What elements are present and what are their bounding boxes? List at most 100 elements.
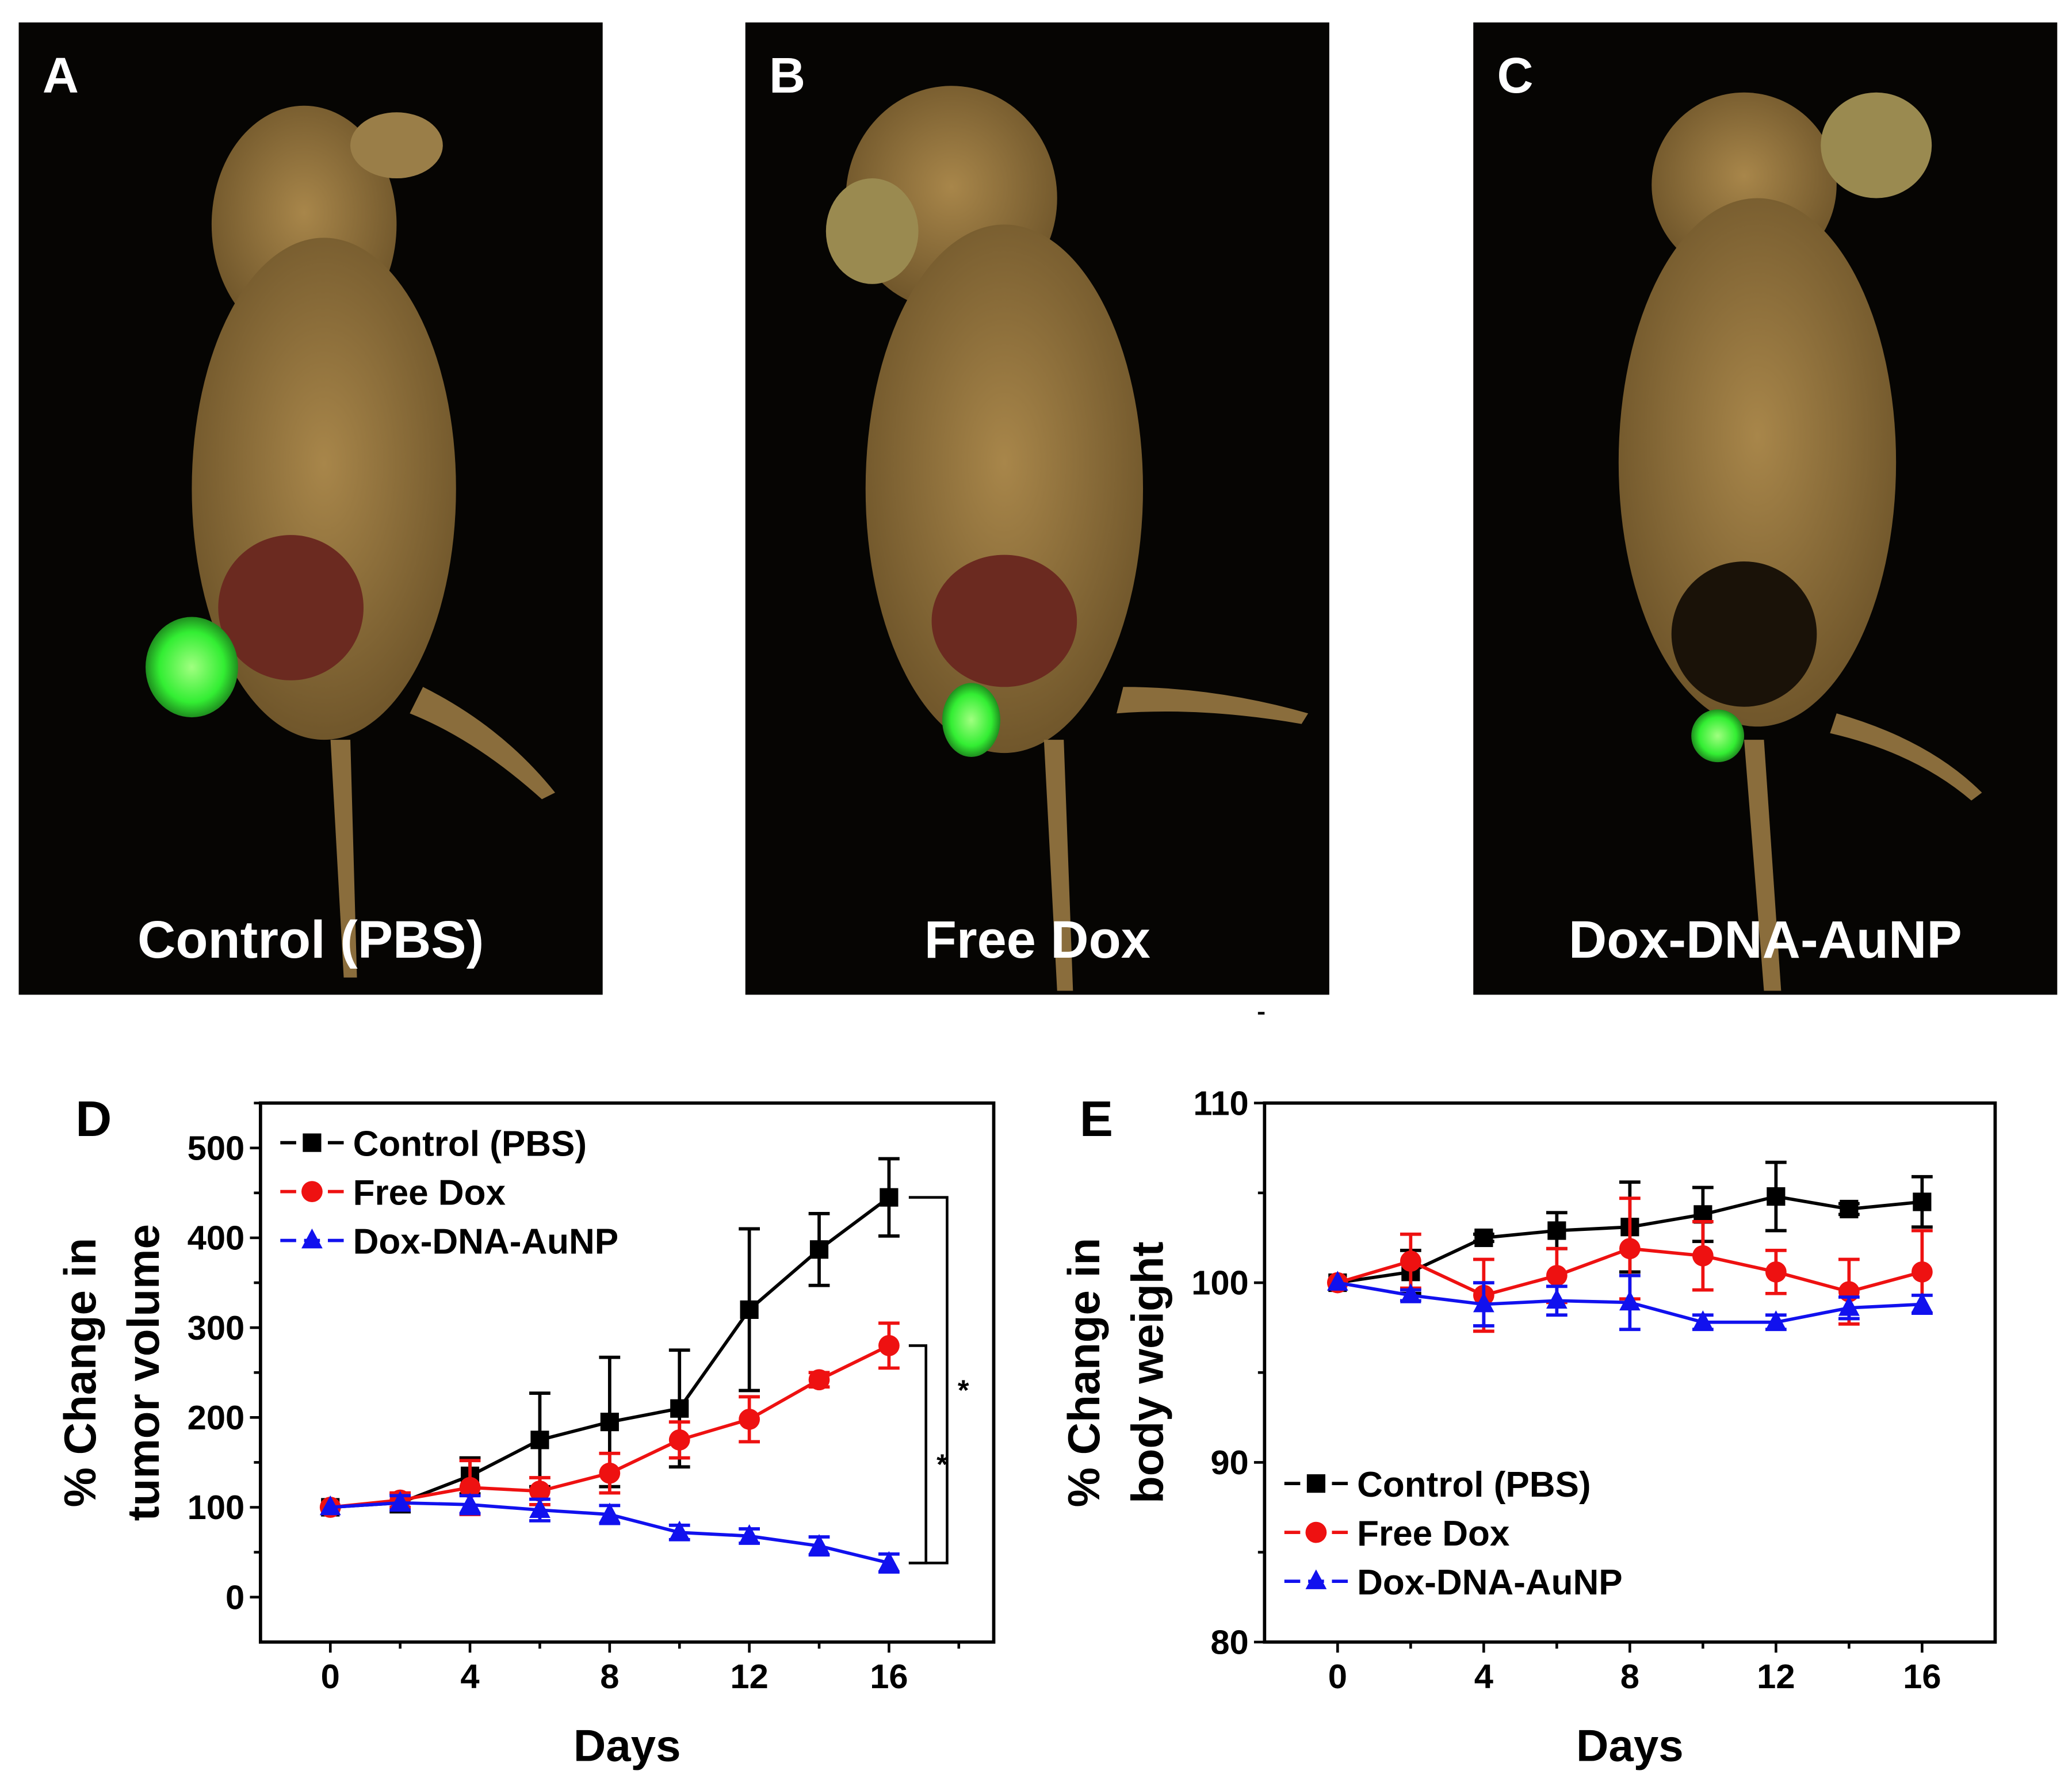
chart-tumor-volume: 0 4 8 12 16 0 100 200 300 400 500 Days % Change in tu… (55, 1091, 996, 1770)
marker-triangle (668, 1520, 690, 1541)
x-axis-label: Days (574, 1720, 681, 1770)
series-dox-dna-aunp (1326, 1271, 1933, 1332)
y-tick-label: 100 (1191, 1264, 1249, 1302)
x-tick-label: 4 (460, 1657, 479, 1696)
x-tick-label: 8 (1620, 1657, 1639, 1696)
legend-label: Control (PBS) (1357, 1465, 1591, 1505)
y-axis-label-line2: tumor volume (118, 1224, 169, 1521)
marker-triangle (1619, 1290, 1641, 1311)
legend-label: Dox-DNA-AuNP (1357, 1563, 1623, 1602)
marker-circle (878, 1335, 900, 1356)
marker-circle (1692, 1245, 1714, 1267)
marker-square (880, 1188, 899, 1207)
marker-circle (739, 1409, 760, 1430)
x-tick-label: 0 (321, 1657, 340, 1696)
marker-square (740, 1300, 759, 1319)
x-tick-label: 0 (1328, 1657, 1347, 1696)
y-tick-label: 110 (1193, 1084, 1248, 1122)
y-axis-label-line2: body weight (1122, 1242, 1172, 1504)
y-tick-label: 100 (188, 1488, 245, 1527)
marker-circle (808, 1369, 830, 1391)
marker-square (1474, 1228, 1493, 1248)
panel-caption: Dox-DNA-AuNP (1569, 911, 1962, 969)
marker-triangle (808, 1533, 830, 1554)
marker-triangle (1473, 1292, 1494, 1313)
marker-circle (599, 1462, 621, 1484)
legend-label: Control (PBS) (353, 1125, 587, 1164)
y-tick-label: 200 (188, 1398, 245, 1437)
marker-triangle (301, 1228, 323, 1249)
marker-circle (1400, 1250, 1421, 1272)
marker-triangle (878, 1551, 900, 1571)
legend-label: Dox-DNA-AuNP (353, 1222, 619, 1262)
marker-triangle (1400, 1283, 1421, 1303)
mouse-image (192, 105, 556, 978)
marker-square (303, 1133, 322, 1152)
y-tick-label: 300 (188, 1309, 245, 1347)
y-tick-label: 0 (225, 1578, 244, 1616)
chart-body-weight: 0 4 8 12 16 80 90 100 110 Days % Change in body wei… (1058, 1012, 1997, 1770)
mouse-image (825, 86, 1309, 991)
marker-circle (1912, 1261, 1933, 1283)
marker-circle (301, 1181, 323, 1202)
marker-circle (459, 1477, 481, 1498)
marker-circle (1619, 1238, 1641, 1260)
panel-letter: B (769, 48, 805, 104)
significance-bracket (908, 1344, 928, 1565)
marker-square (670, 1399, 689, 1418)
legend-label: Free Dox (1357, 1514, 1510, 1554)
marker-triangle (739, 1524, 760, 1544)
x-tick-label: 12 (1757, 1657, 1795, 1696)
marker-circle (1546, 1265, 1568, 1286)
marker-square (1306, 1474, 1325, 1493)
marker-square (600, 1413, 619, 1432)
y-tick-label: 400 (188, 1219, 245, 1257)
y-axis-label-line1: % Change in (1058, 1238, 1109, 1508)
x-tick-label: 16 (1903, 1657, 1941, 1696)
marker-circle (1305, 1521, 1327, 1543)
panel-caption: Free Dox (924, 911, 1150, 969)
marker-triangle (1838, 1296, 1860, 1316)
y-tick-label: 80 (1210, 1623, 1248, 1661)
marker-triangle (1546, 1288, 1568, 1309)
marker-triangle (319, 1495, 341, 1516)
marker-triangle (1692, 1310, 1714, 1330)
photo-panel-b: B Free Dox (745, 22, 1329, 995)
marker-square (1913, 1192, 1932, 1211)
marker-triangle (1765, 1310, 1787, 1330)
marker-circle (668, 1429, 690, 1451)
marker-square (1547, 1221, 1566, 1240)
x-tick-label: 12 (730, 1657, 768, 1696)
photo-panel-a: A Control (PBS) (18, 22, 603, 995)
marker-triangle (1912, 1292, 1933, 1313)
marker-circle (1765, 1261, 1787, 1283)
panel-letter: E (1080, 1091, 1113, 1147)
series-dox-dna-aunp (319, 1491, 900, 1574)
x-axis-label: Days (1576, 1720, 1684, 1770)
y-tick-label: 90 (1210, 1443, 1248, 1482)
marker-triangle (389, 1491, 411, 1511)
legend-label: Free Dox (353, 1173, 506, 1213)
panel-letter: C (1497, 48, 1534, 104)
tumor-fluorescence (146, 617, 238, 718)
y-axis-label-line1: % Change in (55, 1238, 105, 1508)
tumor-fluorescence (942, 683, 1000, 757)
marker-square (809, 1240, 829, 1259)
x-tick-label: 4 (1474, 1657, 1493, 1696)
marker-triangle (459, 1493, 481, 1513)
marker-triangle (1326, 1271, 1348, 1291)
marker-square (530, 1431, 549, 1449)
significance-star: * (936, 1448, 948, 1481)
panel-letter: A (43, 48, 79, 104)
tumor-fluorescence (1691, 709, 1745, 763)
marker-triangle (599, 1502, 621, 1523)
y-tick-label: 500 (188, 1129, 245, 1167)
x-tick-label: 16 (870, 1657, 908, 1696)
marker-circle (529, 1481, 551, 1502)
photo-panel-c: C Dox-DNA-AuNP (1473, 22, 2058, 995)
mouse-image (1618, 92, 1982, 991)
marker-triangle (529, 1498, 551, 1518)
marker-square (1767, 1187, 1786, 1206)
significance-star: * (958, 1374, 969, 1406)
